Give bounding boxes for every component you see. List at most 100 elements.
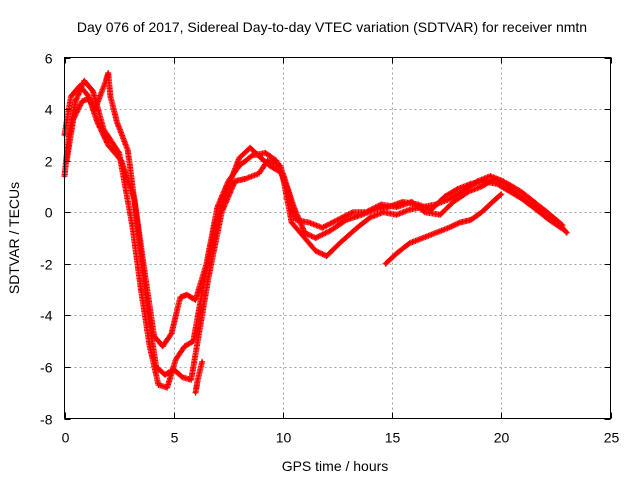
data-point	[307, 221, 311, 224]
y-tick-label: 2	[45, 154, 53, 170]
series-track-3	[63, 70, 570, 383]
data-point	[237, 156, 241, 160]
y-tick-label: -4	[40, 308, 53, 324]
plot-frame	[64, 57, 611, 419]
data-point	[185, 293, 189, 297]
data-point	[381, 210, 385, 214]
data-point	[180, 375, 184, 379]
data-point	[488, 174, 492, 178]
data-point	[183, 344, 187, 348]
data-point	[156, 383, 160, 387]
data-point	[344, 218, 348, 222]
data-point	[200, 290, 204, 294]
data-point	[532, 200, 536, 204]
x-tick-label: 10	[276, 430, 292, 446]
data-point	[314, 236, 318, 240]
data-point	[447, 226, 451, 230]
data-point	[519, 190, 523, 194]
data-point	[174, 357, 178, 361]
data-point	[408, 208, 412, 212]
data-point	[139, 288, 143, 292]
data-point	[458, 221, 462, 224]
data-point	[491, 200, 495, 204]
data-point	[480, 184, 484, 188]
data-point	[135, 215, 139, 219]
data-point	[263, 151, 267, 155]
data-point	[336, 218, 339, 222]
data-point	[226, 179, 230, 183]
data-point	[148, 344, 152, 348]
x-tick-label: 15	[385, 430, 401, 446]
y-tick-label: -8	[40, 412, 53, 428]
y-tick-label: 6	[45, 51, 53, 67]
data-point	[314, 249, 318, 253]
data-points	[61, 70, 570, 396]
data-point	[126, 148, 130, 152]
data-point	[274, 159, 278, 163]
y-tick-label: -6	[40, 360, 53, 376]
data-point	[303, 231, 307, 235]
series-track-4	[192, 358, 206, 396]
data-point	[205, 262, 208, 266]
data-point	[71, 117, 75, 121]
data-point	[290, 221, 294, 224]
data-point	[421, 205, 425, 209]
data-point	[395, 213, 398, 217]
data-point	[248, 146, 252, 150]
data-point	[165, 386, 169, 390]
data-point	[73, 99, 77, 103]
data-point	[364, 210, 368, 214]
data-point	[178, 295, 182, 299]
data-point	[408, 241, 412, 245]
data-point	[279, 164, 283, 168]
data-point	[395, 205, 398, 209]
data-point	[146, 308, 149, 312]
data-point	[368, 215, 372, 219]
data-point	[434, 231, 438, 235]
data-point	[257, 172, 261, 175]
data-point	[443, 195, 446, 199]
data-point	[395, 252, 398, 255]
data-point	[554, 218, 558, 222]
data-point	[93, 107, 97, 111]
data-point	[266, 159, 270, 163]
data-point	[198, 326, 202, 330]
axis-ticks: 0 5 10 15 20 25 -8 -6 -4 -2 0 2 4 6	[40, 51, 619, 446]
y-tick-label: -2	[40, 257, 53, 273]
y-axis-label: SDTVAR / TECUs	[6, 182, 22, 294]
x-tick-label: 25	[604, 430, 620, 446]
data-point	[108, 94, 112, 98]
data-point	[565, 231, 569, 235]
grid-lines	[64, 57, 611, 419]
data-point	[423, 210, 427, 214]
data-point	[268, 164, 272, 168]
data-point	[294, 218, 298, 222]
data-point	[215, 205, 219, 209]
data-point	[194, 391, 197, 395]
y-tick-label: 0	[45, 205, 53, 221]
data-point	[163, 373, 167, 377]
data-point	[515, 192, 519, 196]
data-point	[106, 143, 110, 147]
chart-title: Day 076 of 2017, Sidereal Day-to-day VTE…	[77, 19, 587, 35]
data-point	[329, 228, 333, 232]
y-tick-label: 4	[45, 102, 53, 118]
data-point	[189, 378, 193, 382]
data-point	[447, 197, 451, 201]
data-point	[456, 187, 460, 191]
data-point	[541, 208, 545, 212]
data-point	[338, 241, 342, 245]
data-point	[250, 154, 254, 157]
data-point	[384, 262, 387, 266]
data-point	[460, 190, 464, 194]
data-point	[200, 360, 204, 364]
data-point	[233, 179, 237, 183]
data-point	[237, 164, 241, 168]
data-point	[244, 177, 248, 181]
data-point	[451, 200, 455, 204]
data-point	[438, 213, 442, 217]
series-track-2	[61, 82, 566, 350]
data-point	[170, 331, 173, 335]
data-point	[434, 203, 438, 206]
